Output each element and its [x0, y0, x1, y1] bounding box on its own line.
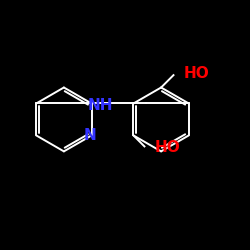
- Text: HO: HO: [183, 66, 209, 81]
- Text: N: N: [84, 128, 96, 143]
- Text: NH: NH: [88, 98, 114, 113]
- Text: HO: HO: [154, 140, 180, 155]
